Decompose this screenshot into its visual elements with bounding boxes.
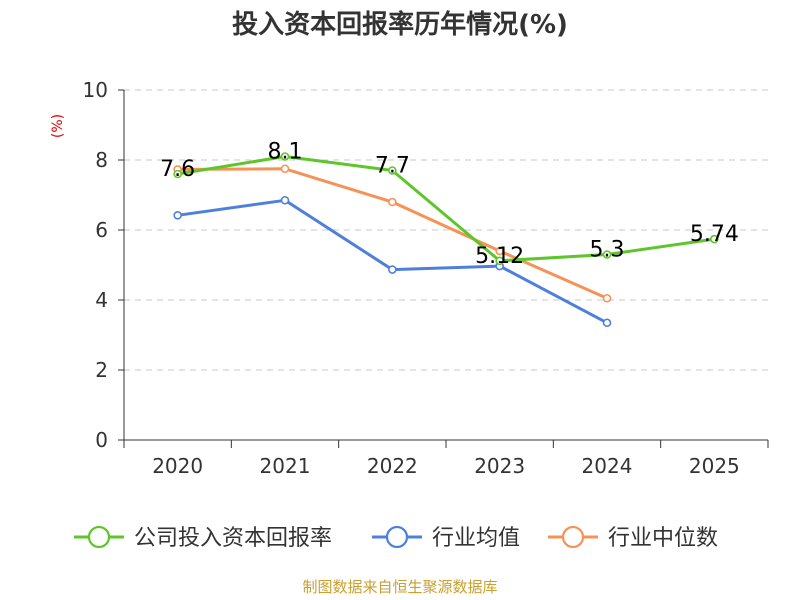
series-line	[176, 167, 609, 300]
legend-item[interactable]: 行业中位数	[548, 525, 718, 551]
series-line	[176, 198, 609, 325]
data-point	[280, 164, 290, 174]
data-label: 5.12	[475, 244, 524, 269]
data-point	[388, 265, 397, 274]
data-label: 7.6	[160, 157, 195, 182]
y-tick-label: 8	[95, 148, 108, 172]
x-tick-label: 2022	[367, 454, 418, 478]
legend-label: 公司投入资本回报率	[134, 526, 332, 551]
y-tick-label: 2	[95, 358, 108, 382]
data-source-footer: 制图数据来自恒生聚源数据库	[302, 578, 497, 596]
legend-label: 行业均值	[432, 526, 520, 551]
x-tick-label: 2023	[474, 454, 525, 478]
legend-label: 行业中位数	[608, 526, 718, 551]
data-label: 7.7	[375, 154, 410, 179]
data-point	[388, 197, 397, 207]
legend-item[interactable]: 公司投入资本回报率	[74, 525, 332, 551]
data-point	[388, 166, 397, 175]
legend-marker-icon	[561, 525, 585, 549]
data-label: 8.1	[268, 140, 303, 165]
data-label: 5.74	[690, 222, 739, 247]
x-tick-label: 2020	[152, 454, 203, 478]
data-point	[602, 318, 612, 328]
grid-layer	[124, 89, 768, 371]
y-tick-label: 6	[95, 218, 108, 242]
y-tick-label: 0	[95, 428, 108, 452]
data-point	[602, 293, 612, 303]
data-point	[495, 256, 504, 266]
y-tick-label: 10	[83, 78, 108, 102]
data-point	[710, 234, 719, 244]
data-point	[173, 169, 182, 179]
legend-item[interactable]: 行业均值	[372, 525, 520, 551]
x-tick-label: 2024	[582, 454, 633, 478]
legend: 公司投入资本回报率 行业均值 行业中位数	[74, 525, 718, 551]
data-point	[602, 250, 612, 259]
y-tick-label: 4	[95, 288, 108, 312]
y-axis-unit-label: (%)	[50, 114, 66, 138]
data-label: 5.3	[590, 238, 625, 263]
series-layer	[173, 152, 719, 328]
axis-layer: 0 2 4 6 8 10 2020 2021 2022 2023 2024 2025	[83, 78, 769, 478]
legend-marker-icon	[87, 525, 111, 549]
data-point	[280, 195, 290, 205]
x-tick-label: 2025	[689, 454, 740, 478]
legend-marker-icon	[385, 525, 409, 549]
data-point	[173, 211, 182, 220]
series-line	[176, 155, 716, 263]
data-label-layer: 7.6 8.1 7.7 5.12 5.3 5.74	[160, 140, 739, 269]
data-point	[495, 246, 504, 256]
x-tick-label: 2021	[260, 454, 311, 478]
data-point	[280, 152, 290, 161]
chart-title: 投入资本回报率历年情况(%)	[232, 9, 568, 40]
